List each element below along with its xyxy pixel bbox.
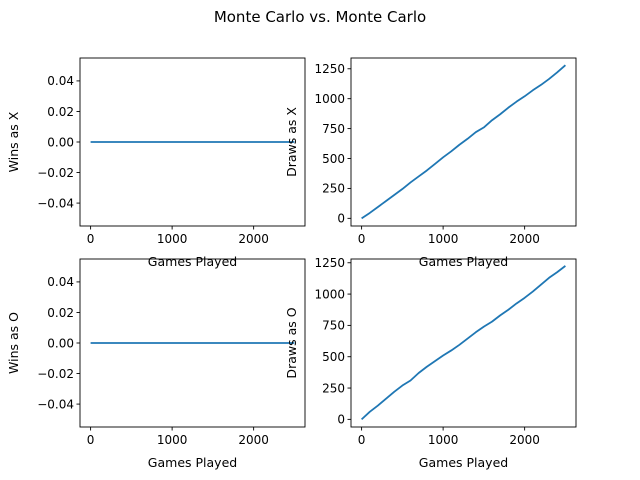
x-tick-label: 1000 (157, 232, 188, 246)
y-axis-label: Wins as O (6, 312, 21, 374)
y-tick-label: 750 (322, 319, 345, 333)
y-tick-label: 0.04 (47, 74, 74, 88)
figure-title: Monte Carlo vs. Monte Carlo (214, 8, 426, 26)
x-axis-label: Games Played (148, 254, 237, 269)
x-tick-label: 2000 (509, 232, 540, 246)
axes-frame (350, 258, 577, 428)
x-tick-label: 0 (87, 433, 95, 447)
y-tick-label: 1250 (314, 62, 345, 76)
x-axis-label: Games Played (148, 455, 237, 470)
x-tick-label: 0 (358, 433, 366, 447)
y-tick-label: −0.02 (37, 367, 74, 381)
y-tick-label: 0.02 (47, 306, 74, 320)
subplot-4: 0 1000 2000 0 250 500 750 1000 1250 Games Played D… (284, 256, 577, 470)
y-tick-label: 0 (337, 413, 345, 427)
y-tick-label: 250 (322, 182, 345, 196)
y-tick-label: 0.00 (47, 135, 74, 149)
y-tick-label: 500 (322, 152, 345, 166)
x-tick-label: 2000 (509, 433, 540, 447)
y-axis-label: Draws as O (284, 307, 299, 378)
x-axis-label: Games Played (419, 455, 508, 470)
subplots: 0 1000 2000 −0.04 −0.02 0.00 0.02 0.04 Games Pla… (6, 57, 577, 470)
subplot-3: 0 1000 2000 −0.04 −0.02 0.00 0.02 0.04 Games Pla… (6, 258, 306, 470)
axes-frame (350, 57, 577, 227)
y-tick-label: 0.02 (47, 105, 74, 119)
y-tick-label: 1000 (314, 92, 345, 106)
y-tick-label: 750 (322, 122, 345, 136)
x-axis-label: Games Played (419, 254, 508, 269)
y-tick-label: 250 (322, 381, 345, 395)
y-tick-label: 0.00 (47, 336, 74, 350)
y-tick-label: −0.02 (37, 166, 74, 180)
y-axis-label: Draws as X (284, 107, 299, 177)
y-tick-label: 0.04 (47, 275, 74, 289)
x-tick-label: 1000 (428, 232, 459, 246)
y-tick-label: 500 (322, 350, 345, 364)
series-line (360, 265, 566, 421)
x-tick-label: 2000 (238, 433, 269, 447)
series-line (361, 64, 566, 220)
x-tick-label: 0 (358, 232, 366, 246)
y-tick-label: 1250 (314, 256, 345, 270)
y-tick-label: 1000 (314, 287, 345, 301)
subplot-1: 0 1000 2000 −0.04 −0.02 0.00 0.02 0.04 Games Pla… (6, 57, 306, 269)
y-tick-label: −0.04 (37, 196, 74, 210)
subplot-2: 0 1000 2000 0 250 500 750 1000 1250 Games Played D… (284, 57, 577, 269)
x-tick-label: 0 (87, 232, 95, 246)
y-axis-label: Wins as X (6, 111, 21, 172)
x-tick-label: 1000 (157, 433, 188, 447)
y-tick-label: −0.04 (37, 397, 74, 411)
y-tick-label: 0 (337, 212, 345, 226)
x-tick-label: 1000 (428, 433, 459, 447)
x-tick-label: 2000 (238, 232, 269, 246)
